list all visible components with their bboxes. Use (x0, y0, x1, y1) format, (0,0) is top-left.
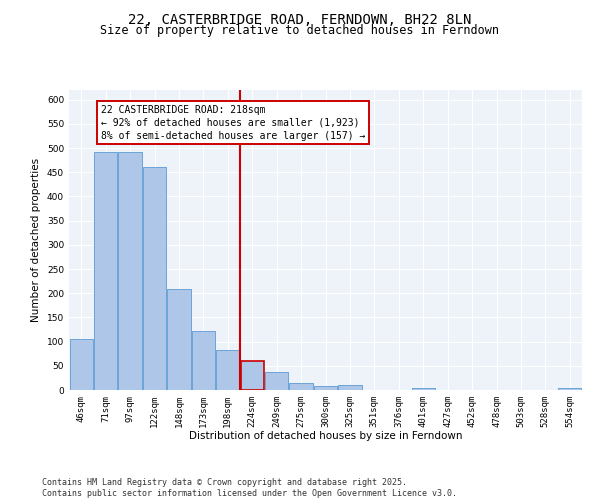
Bar (94, 152, 117, 390)
Y-axis label: Number of detached properties: Number of detached properties (31, 158, 41, 322)
Bar (143, 168, 166, 390)
Text: Size of property relative to detached houses in Ferndown: Size of property relative to detached ho… (101, 24, 499, 37)
Text: Contains HM Land Registry data © Crown copyright and database right 2025.
Contai: Contains HM Land Registry data © Crown c… (42, 478, 457, 498)
X-axis label: Distribution of detached houses by size in Ferndown: Distribution of detached houses by size … (189, 432, 462, 442)
Bar (167, 290, 191, 390)
Bar (216, 350, 239, 390)
Bar (412, 388, 435, 390)
Text: 22 CASTERBRIDGE ROAD: 218sqm
← 92% of detached houses are smaller (1,923)
8% of : 22 CASTERBRIDGE ROAD: 218sqm ← 92% of de… (101, 104, 365, 141)
Bar (118, 152, 142, 390)
Bar (192, 331, 215, 390)
Bar (338, 384, 362, 390)
Text: 22, CASTERBRIDGE ROAD, FERNDOWN, BH22 8LN: 22, CASTERBRIDGE ROAD, FERNDOWN, BH22 8L… (128, 12, 472, 26)
Bar (241, 362, 264, 390)
Bar (558, 388, 581, 390)
Bar (265, 372, 288, 390)
Bar (314, 386, 337, 390)
Bar (70, 338, 93, 390)
Bar (289, 382, 313, 390)
